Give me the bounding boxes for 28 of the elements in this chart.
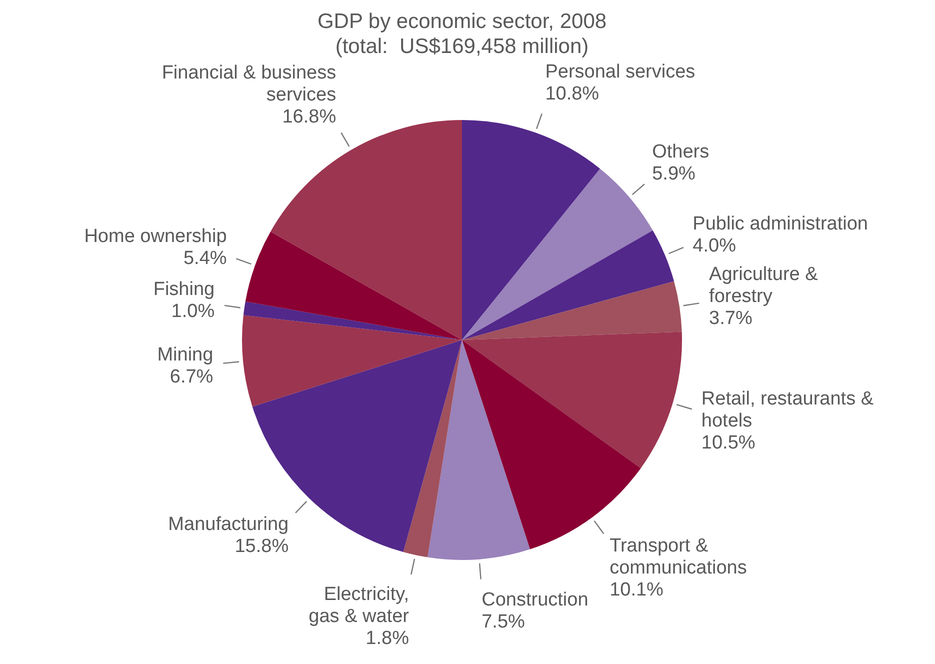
data-label: 5.4% [183,248,227,270]
slice-label: Others [652,142,710,163]
data-label: 6.7% [170,366,214,388]
chart-title: GDP by economic sector, 2008 [317,10,607,33]
data-label: 10.1% [610,580,664,601]
slice-label: Mining [157,344,214,366]
slice-label: Home ownership [84,226,227,248]
data-label: 5.9% [652,164,696,185]
data-label: 16.8% [282,106,336,128]
slice-label: Agriculture & forestry [709,264,818,307]
data-label: 10.8% [545,84,600,105]
slice-label: Transport & communications [610,536,747,579]
data-label: 1.8% [366,628,410,649]
slice-label: Manufacturing [168,514,289,536]
data-label: 3.7% [709,308,752,329]
data-label: 1.0% [171,301,215,322]
slice-label: Electricity, gas & water [308,584,410,627]
slice-label: Financial & business services [162,62,336,106]
data-label: 4.0% [692,235,736,256]
chart-subtitle: (total: US$169,458 million) [335,34,589,58]
data-label: 7.5% [482,611,526,632]
slice-label: Personal services [545,62,696,83]
data-label: 10.5% [701,432,756,454]
slice-label: Construction [482,589,588,610]
data-label: 15.8% [234,536,289,558]
slice-label: Fishing [153,279,215,300]
slice-label: Retail, restaurants & hotels [701,388,874,432]
slice-label: Public administration [692,213,868,234]
